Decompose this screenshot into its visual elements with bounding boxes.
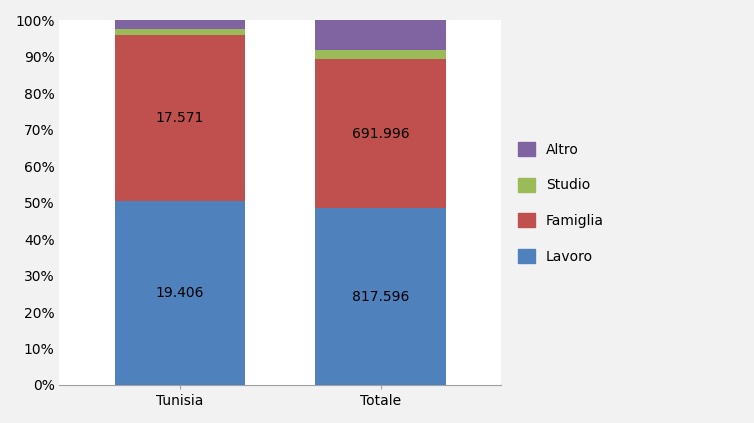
Text: 691.996: 691.996 [352, 126, 409, 140]
Text: 17.571: 17.571 [155, 111, 204, 125]
Text: 19.406: 19.406 [155, 286, 204, 300]
Bar [115, 20, 245, 29]
Bar [315, 59, 446, 209]
Bar [315, 209, 446, 385]
Bar [115, 201, 245, 385]
Text: 817.596: 817.596 [352, 290, 409, 304]
Legend: Altro, Studio, Famiglia, Lavoro: Altro, Studio, Famiglia, Lavoro [513, 136, 609, 269]
Bar [115, 29, 245, 35]
Bar [115, 35, 245, 201]
Bar [315, 20, 446, 50]
Bar [315, 50, 446, 59]
